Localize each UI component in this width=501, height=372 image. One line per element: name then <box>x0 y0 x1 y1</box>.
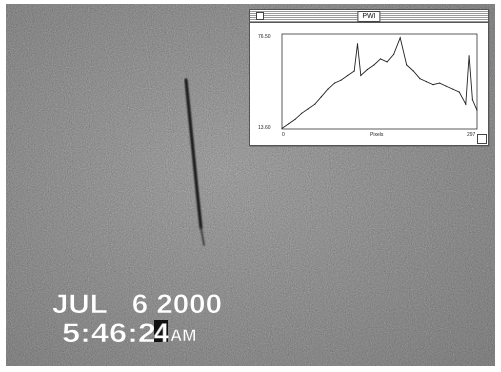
profile-point <box>356 43 359 45</box>
profile-point <box>386 61 388 63</box>
profile-point <box>406 64 408 66</box>
profile-point <box>425 81 427 83</box>
profile-point <box>476 109 478 111</box>
profile-point <box>320 96 322 98</box>
profile-point <box>294 118 296 120</box>
profile-point <box>379 58 382 60</box>
x-min-label: 0 <box>282 132 285 138</box>
profile-point <box>360 74 362 77</box>
meteor-streak <box>184 78 205 246</box>
time-text: 5:46:2 <box>62 318 156 348</box>
profile-point <box>301 112 303 114</box>
profile-point <box>366 68 368 71</box>
profile-point <box>412 70 414 72</box>
profile-point <box>399 37 401 39</box>
profile-point <box>314 103 316 105</box>
ampm-text: AM <box>170 326 196 345</box>
profile-point <box>471 99 473 101</box>
profile-point <box>458 91 460 93</box>
profile-point <box>419 78 421 80</box>
profile-point <box>465 103 467 105</box>
resize-handle-icon[interactable] <box>477 134 487 144</box>
y-max-label: 76.50 <box>258 34 271 40</box>
profile-point <box>333 82 336 84</box>
profile-plot: 76.50 13.60 0 297 Pixels <box>258 33 478 138</box>
x-axis-label: Pixels <box>370 132 384 138</box>
timestamp-overlay: JUL 6 2000 5:46:2 4 AM <box>52 289 223 349</box>
profile-point <box>468 55 470 57</box>
profile-point <box>347 74 349 77</box>
intensity-plot-window[interactable]: PWI 76.50 13.60 0 297 Pixels <box>249 9 489 146</box>
window-title: PWI <box>357 11 381 22</box>
profile-point <box>452 88 454 90</box>
close-icon[interactable] <box>256 12 264 20</box>
profile-point <box>288 123 290 125</box>
profile-point <box>439 82 441 84</box>
y-min-label: 13.60 <box>258 125 271 131</box>
series-layer <box>281 36 478 129</box>
profile-point <box>340 79 342 81</box>
profile-point <box>327 88 329 90</box>
x-max-label: 297 <box>467 132 476 138</box>
profile-point <box>432 84 434 86</box>
profile-point <box>281 127 283 129</box>
plot-area-frame <box>281 33 478 130</box>
profile-point <box>393 53 395 55</box>
profile-point <box>373 64 375 66</box>
cursor-block <box>154 320 168 342</box>
date-text: JUL 6 2000 <box>52 289 222 319</box>
profile-point <box>445 85 447 87</box>
profile-point <box>307 108 309 110</box>
profile-point <box>353 70 355 72</box>
time-cursor-digit: 4 <box>154 318 169 348</box>
window-titlebar[interactable]: PWI <box>250 10 488 23</box>
